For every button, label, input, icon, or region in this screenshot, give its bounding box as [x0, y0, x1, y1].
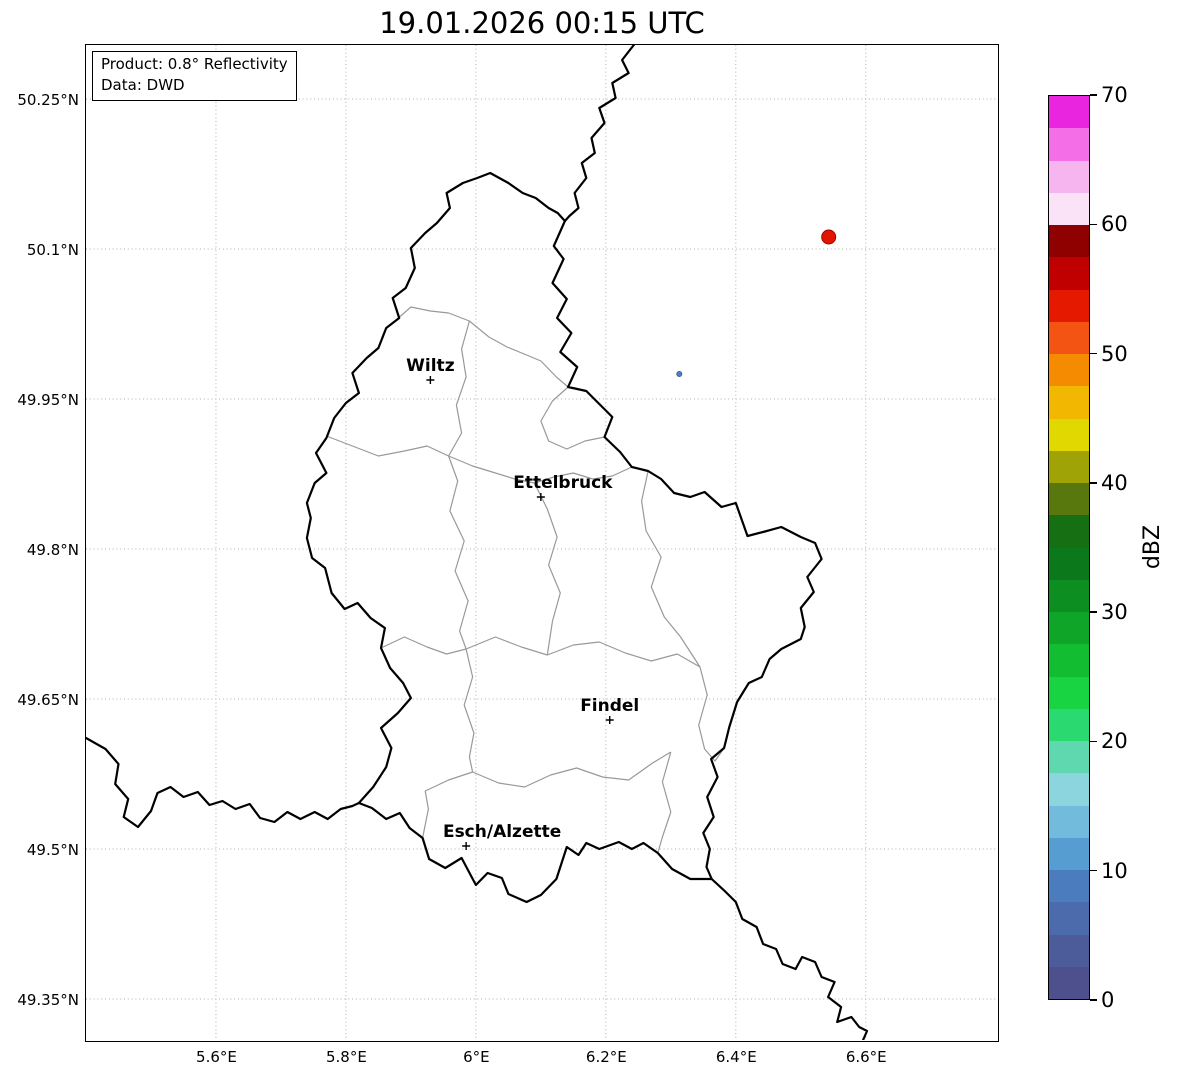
lat-tick-label: 49.35°N: [17, 990, 79, 1009]
colorbar-tick-label: 10: [1101, 858, 1128, 883]
city-label: Findel: [580, 696, 639, 716]
lat-tick-label: 49.5°N: [26, 840, 79, 859]
lon-tick-label: 6°E: [463, 1048, 490, 1066]
city-label: Ettelbruck: [513, 473, 613, 493]
colorbar-segment: [1049, 870, 1089, 903]
colorbar-segment: [1049, 289, 1089, 322]
lat-tick-label: 49.95°N: [17, 390, 79, 409]
colorbar-segment: [1049, 321, 1089, 354]
city-marker: [536, 493, 545, 501]
lon-tick-label: 6.4°E: [715, 1048, 757, 1066]
district-border-path: [392, 306, 569, 388]
country-border-path-belgium_germany: [563, 45, 635, 223]
colorbar-segment: [1049, 128, 1089, 161]
colorbar-tick-label: 50: [1101, 341, 1128, 366]
colorbar-segment: [1049, 579, 1089, 612]
colorbar-segment: [1049, 450, 1089, 483]
district-border-path: [448, 320, 470, 457]
colorbar-segment: [1049, 418, 1089, 451]
colorbar-tick-label: 30: [1101, 600, 1128, 625]
colorbar-segment: [1049, 483, 1089, 516]
colorbar-segment: [1049, 934, 1089, 967]
colorbar-segment: [1049, 708, 1089, 741]
district-border-path: [540, 386, 605, 450]
country-border-path-belgium_france: [86, 736, 360, 829]
lat-tick-label: 49.65°N: [17, 690, 79, 709]
colorbar-segment: [1049, 354, 1089, 387]
district-border-path: [448, 455, 469, 650]
lon-tick-label: 5.8°E: [325, 1048, 367, 1066]
figure-title: 19.01.2026 00:15 UTC: [379, 6, 705, 40]
colorbar-segment: [1049, 805, 1089, 838]
colorbar-label: dBZ: [1140, 524, 1165, 570]
map-svg: Wiltz Ettelbruck Findel Esch/Alzette: [86, 45, 997, 1040]
city-label: Esch/Alzette: [443, 822, 561, 842]
country-border-path-france_germany: [710, 877, 869, 1040]
city-label: Wiltz: [406, 356, 455, 376]
colorbar-segment: [1049, 773, 1089, 806]
lat-tick-label: 50.1°N: [26, 240, 79, 259]
radar-echo: [821, 229, 837, 245]
colorbar-tick: [1090, 740, 1097, 743]
lat-tick-label: 49.8°N: [26, 540, 79, 559]
lat-tick-label: 50.25°N: [17, 90, 79, 109]
colorbar-tick: [1090, 482, 1097, 484]
colorbar-tick: [1090, 223, 1097, 226]
colorbar-segment: [1049, 515, 1089, 548]
district-border-path: [641, 470, 701, 668]
country-border-path-luxembourg: [305, 171, 823, 904]
colorbar-segment: [1049, 547, 1089, 580]
colorbar-tick: [1090, 999, 1097, 1001]
colorbar-tick-label: 0: [1101, 988, 1115, 1012]
map-plot: Wiltz Ettelbruck Findel Esch/Alzette Produc…: [85, 44, 999, 1042]
colorbar-tick: [1090, 352, 1097, 355]
colorbar-segment: [1049, 386, 1089, 419]
district-border-path: [380, 636, 467, 655]
colorbar-segment: [1049, 902, 1089, 935]
colorbar-segment: [1049, 257, 1089, 290]
product-info-box: Product: 0.8° Reflectivity Data: DWD: [92, 51, 297, 101]
city-marker: [462, 842, 471, 850]
district-border-path: [326, 435, 633, 484]
colorbar-segment: [1049, 837, 1089, 870]
colorbar-tick-label: 20: [1101, 729, 1128, 754]
colorbar-segment: [1049, 160, 1089, 193]
data-source-line: Data: DWD: [101, 76, 185, 94]
district-border-path: [698, 666, 725, 762]
colorbar-tick: [1090, 611, 1097, 613]
colorbar-segment: [1049, 676, 1089, 709]
lon-tick-label: 6.6°E: [845, 1048, 887, 1066]
colorbar-tick-label: 70: [1101, 83, 1128, 107]
lon-tick-label: 6.2°E: [585, 1048, 627, 1066]
colorbar-tick: [1090, 869, 1097, 872]
colorbar-tick-label: 40: [1101, 470, 1128, 495]
colorbar-segment: [1049, 192, 1089, 225]
district-border-path: [533, 482, 561, 656]
district-border-path: [657, 751, 672, 854]
colorbar-segment: [1049, 225, 1089, 258]
product-line: Product: 0.8° Reflectivity: [101, 55, 288, 73]
colorbar: [1048, 95, 1090, 1000]
district-border-path: [422, 751, 672, 839]
city-marker: [605, 716, 614, 724]
colorbar-tick: [1090, 94, 1097, 96]
colorbar-segment: [1049, 612, 1089, 645]
colorbar-segment: [1049, 644, 1089, 677]
district-border-path: [463, 648, 475, 773]
radar-echo: [676, 371, 683, 377]
district-border-path: [465, 636, 701, 668]
colorbar-tick-label: 60: [1101, 212, 1128, 237]
lon-tick-label: 5.6°E: [196, 1048, 237, 1066]
colorbar-segment: [1049, 96, 1089, 129]
colorbar-segment: [1049, 966, 1089, 999]
colorbar-segment: [1049, 741, 1089, 774]
city-marker: [426, 376, 435, 384]
